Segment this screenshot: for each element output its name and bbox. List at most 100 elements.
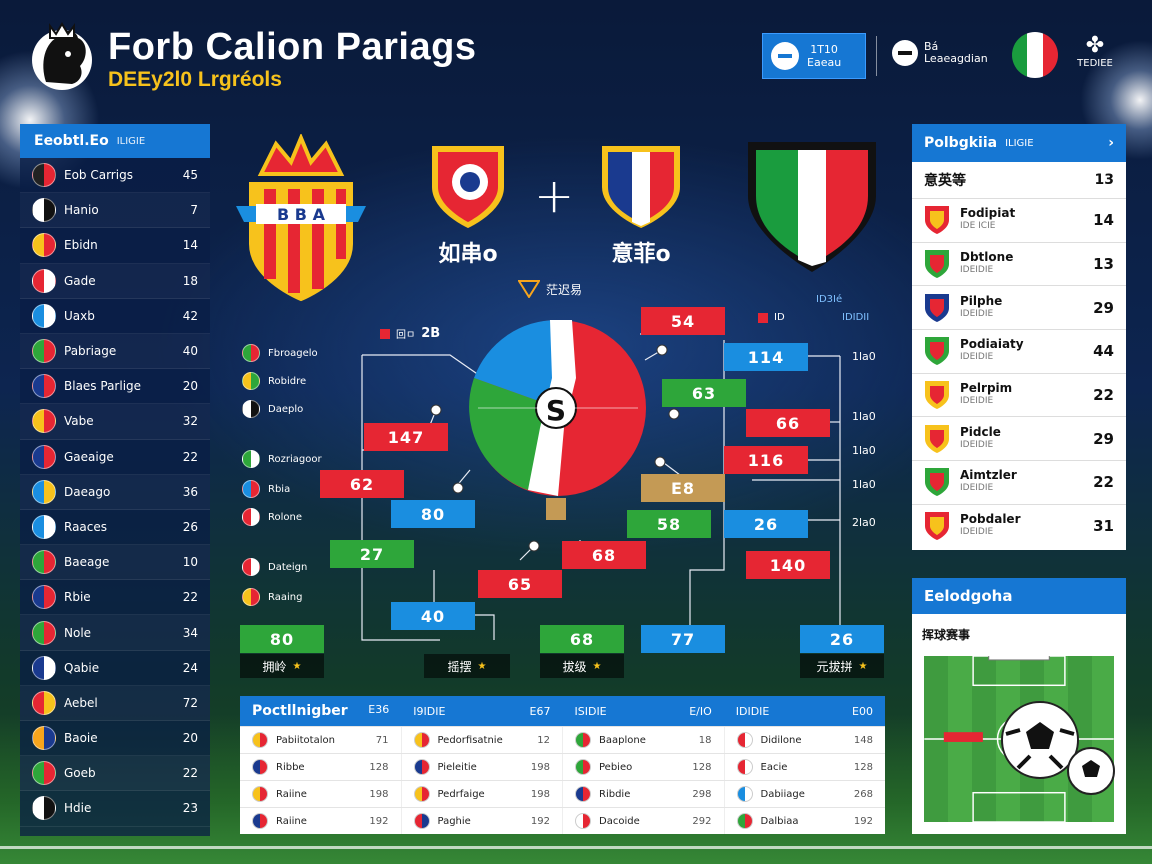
bracket-score-chip[interactable]: 147 xyxy=(364,423,448,451)
bracket-score-chip[interactable]: 80 xyxy=(240,625,324,653)
table-cell-value: 192 xyxy=(530,815,550,827)
bracket-team-label[interactable]: Dateign xyxy=(242,558,307,576)
bracket-score-chip[interactable]: 80 xyxy=(391,500,475,528)
sidebar-item[interactable]: Vabe 32 xyxy=(20,404,210,440)
table-cell-value: 12 xyxy=(537,734,550,746)
table-cell[interactable]: Eacie 128 xyxy=(723,754,886,780)
bracket-team-label[interactable]: Rbia xyxy=(242,480,290,498)
italy-flag-icon[interactable] xyxy=(1012,32,1058,78)
table-cell-value: 148 xyxy=(853,734,873,746)
table-cell[interactable]: Ribbe 128 xyxy=(240,754,401,780)
header-menu-button[interactable]: ✤ TEDIEE xyxy=(1072,34,1118,70)
sidebar-item[interactable]: Gaeaige 22 xyxy=(20,440,210,475)
sidebar-item[interactable]: Hanio 7 xyxy=(20,193,210,229)
sidebar-title: Eeobtl.Eo xyxy=(34,133,109,149)
bracket-score-chip[interactable]: 58 xyxy=(627,510,711,538)
bracket-score-chip[interactable]: 54 xyxy=(641,307,725,335)
pitch-field[interactable] xyxy=(922,654,1116,824)
table-row: Raiine 198 Pedrfaige 198 Ribdie 298 Dabiiage 26… xyxy=(240,780,885,807)
table-cell[interactable]: Pieleitie 198 xyxy=(400,754,563,780)
table-cell[interactable]: Dalbiaa 192 xyxy=(723,808,886,834)
sidebar-item[interactable]: Aebel 72 xyxy=(20,685,210,721)
table-cell-name: Pebieo xyxy=(599,761,633,773)
bracket-score-chip[interactable]: 68 xyxy=(562,541,646,569)
header-tag-line1: Bá xyxy=(924,40,939,53)
team-right-badge[interactable] xyxy=(598,142,684,232)
sidebar-item[interactable]: Hdie 23 xyxy=(20,791,210,827)
table-cell[interactable]: Pedrfaige 198 xyxy=(400,781,563,807)
header-live-button[interactable]: 1T10 Eaeau xyxy=(762,33,866,79)
italy-shield-crest[interactable] xyxy=(742,136,882,276)
standings-row[interactable]: Pobdaler IDEIDIE 31 xyxy=(912,503,1126,548)
team-crest-icon xyxy=(925,468,949,497)
bracket-score-chip[interactable]: 27 xyxy=(330,540,414,568)
bracket-score-chip[interactable]: 63 xyxy=(662,379,746,407)
bracket-score-chip[interactable]: 114 xyxy=(724,343,808,371)
table-cell[interactable]: Paghie 192 xyxy=(400,808,563,834)
table-cell[interactable]: Raiine 192 xyxy=(240,808,401,834)
chevron-right-icon[interactable]: › xyxy=(1108,135,1114,151)
standings-row[interactable]: Fodipiat IDE ICIE 14 xyxy=(912,198,1126,242)
sidebar-item[interactable]: Baoie 20 xyxy=(20,721,210,757)
bracket-team-label[interactable]: Robidre xyxy=(242,372,306,390)
sidebar-item[interactable]: Gade 18 xyxy=(20,263,210,299)
bracket-score-chip[interactable]: E8 xyxy=(641,474,725,502)
table-cell[interactable]: Pebieo 128 xyxy=(562,754,724,780)
team-flag-icon xyxy=(736,732,753,748)
sidebar-item-name: Hanio xyxy=(64,203,99,218)
team-left-crest[interactable]: B B A xyxy=(236,134,366,304)
bracket-team-label[interactable]: Raaing xyxy=(242,588,302,606)
sidebar-item[interactable]: Ebidn 14 xyxy=(20,228,210,264)
table-cell[interactable]: Dacoide 292 xyxy=(562,808,724,834)
sidebar-item[interactable]: Raaces 26 xyxy=(20,510,210,546)
standings-row[interactable]: Pelrpim IDEIDIE 22 xyxy=(912,372,1126,417)
table-cell[interactable]: Didilone 148 xyxy=(723,727,886,753)
bracket-score-chip[interactable]: 26 xyxy=(724,510,808,538)
bracket-title: 茫迟易 xyxy=(518,280,582,298)
bracket-score-chip[interactable]: 40 xyxy=(391,602,475,630)
sidebar-item[interactable]: Qabie 24 xyxy=(20,651,210,686)
table-cell[interactable]: Dabiiage 268 xyxy=(723,781,886,807)
table-cell[interactable]: Baaplone 18 xyxy=(562,727,724,753)
bracket-team-label[interactable]: Fbroagelo xyxy=(242,344,318,362)
sidebar-item[interactable]: Eob Carrigs 45 xyxy=(20,158,210,194)
sidebar-item[interactable]: Uaxb 42 xyxy=(20,299,210,334)
bracket-score-chip[interactable]: 65 xyxy=(478,570,562,598)
sidebar-item[interactable]: Nole 34 xyxy=(20,615,210,651)
bracket-team-label[interactable]: Rozriagoor xyxy=(242,450,322,468)
bracket-score-chip[interactable]: 66 xyxy=(746,409,830,437)
bracket-score-chip[interactable]: 68 xyxy=(540,625,624,653)
table-cell[interactable]: Ribdie 298 xyxy=(562,781,724,807)
table-cell-value: 198 xyxy=(369,788,389,800)
center-match-circle[interactable] xyxy=(468,318,648,498)
sidebar-item[interactable]: Daeago 36 xyxy=(20,474,210,510)
sidebar-item-name: Aebel xyxy=(64,695,98,710)
bracket-team-label[interactable]: Daeplo xyxy=(242,400,303,418)
team-crest-icon xyxy=(925,293,949,322)
standings-row[interactable]: Pilphe IDEIDIE 29 xyxy=(912,285,1126,329)
sidebar-title-small: ILIGIE xyxy=(116,135,146,147)
table-cell[interactable]: Raiine 198 xyxy=(240,781,401,807)
bracket-score-chip[interactable]: 26 xyxy=(800,625,884,653)
standings-team-name: Pidcle xyxy=(960,424,1001,439)
standings-row[interactable]: Podiaiaty IDEIDIE 44 xyxy=(912,329,1126,373)
sidebar-item[interactable]: Pabriage 40 xyxy=(20,333,210,370)
bracket-score-chip[interactable]: 62 xyxy=(320,470,404,498)
team-left-badge[interactable] xyxy=(428,142,508,232)
standings-row[interactable]: Pidcle IDEIDIE 29 xyxy=(912,416,1126,460)
sidebar-item[interactable]: Rbie 22 xyxy=(20,580,210,616)
table-cell[interactable]: Pabiitotalon 71 xyxy=(240,727,401,753)
header-league-link[interactable]: Bá Leaeagdian xyxy=(892,40,988,66)
bracket-score-chip[interactable]: 116 xyxy=(724,446,808,474)
sidebar-item[interactable]: Blaes Parlige 20 xyxy=(20,369,210,405)
table-cell-value: 18 xyxy=(698,734,712,746)
table-cell[interactable]: Pedorfisatnie 12 xyxy=(400,727,563,753)
standings-row[interactable]: Aimtzler IDEIDIE 22 xyxy=(912,460,1126,504)
header-menu-label: TEDIEE xyxy=(1077,58,1113,69)
sidebar-item[interactable]: Goeb 22 xyxy=(20,756,210,792)
bracket-score-chip[interactable]: 77 xyxy=(641,625,725,653)
bracket-team-label[interactable]: Rolone xyxy=(242,508,302,526)
standings-row[interactable]: Dbtlone IDEIDIE 13 xyxy=(912,241,1126,286)
sidebar-item[interactable]: Baeage 10 xyxy=(20,545,210,581)
bracket-score-chip[interactable]: 140 xyxy=(746,551,830,579)
